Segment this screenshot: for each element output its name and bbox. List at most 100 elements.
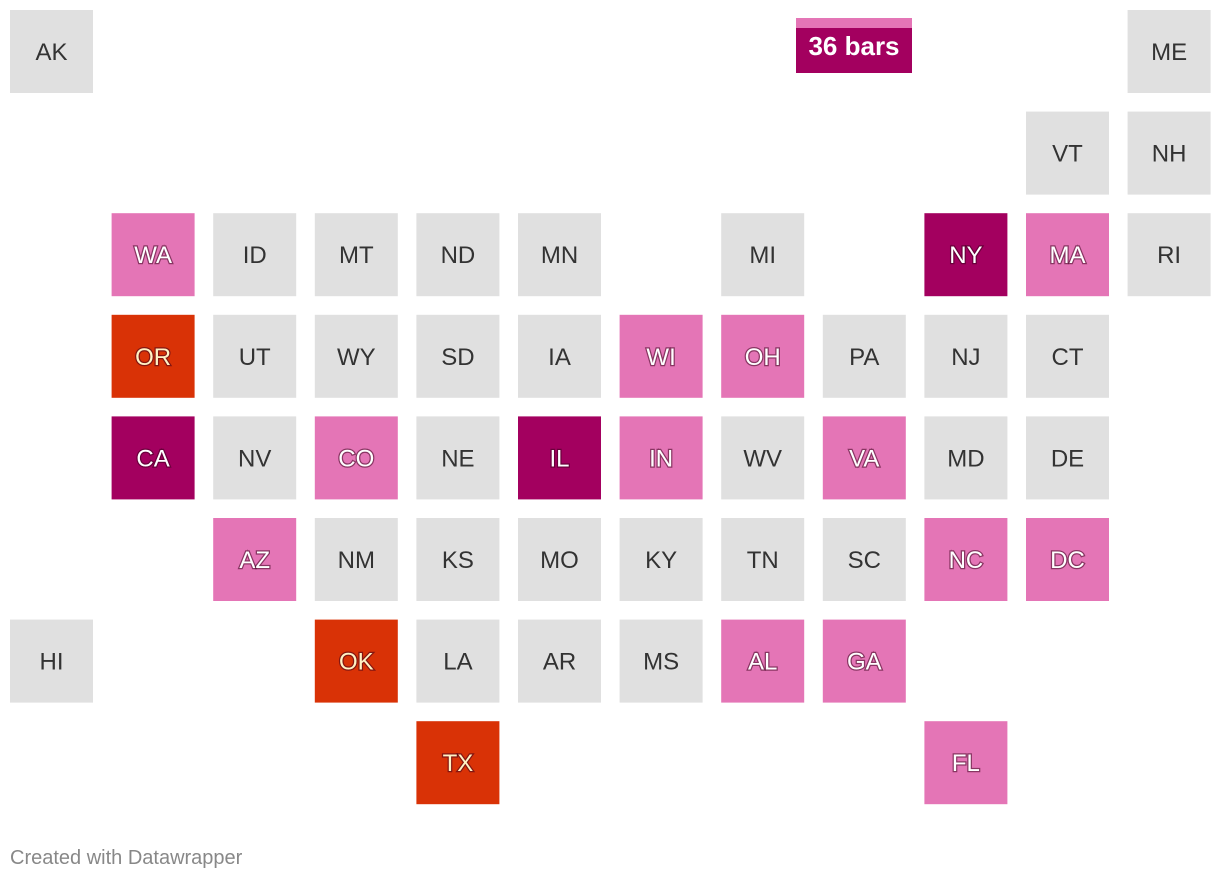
state-label: CO — [338, 445, 374, 472]
state-label: UT — [239, 344, 271, 371]
state-label: SC — [848, 547, 881, 574]
state-tile — [1026, 314, 1109, 398]
state-tile — [924, 721, 1008, 805]
state-label: DC — [1050, 547, 1085, 574]
state-tile — [213, 518, 297, 601]
state-tile — [822, 619, 906, 703]
state-label: ID — [243, 242, 267, 269]
state-tile — [1127, 10, 1211, 93]
state-tile — [213, 213, 297, 297]
state-tile — [314, 213, 398, 297]
state-tile — [822, 416, 906, 500]
state-tile — [518, 416, 601, 500]
state-label: IA — [548, 344, 571, 371]
state-tile — [1127, 213, 1211, 297]
state-tile — [1026, 416, 1109, 500]
state-label: PA — [849, 344, 879, 371]
state-label: VA — [849, 445, 879, 472]
state-tile — [619, 416, 703, 500]
state-tile — [111, 213, 195, 297]
state-tile — [619, 619, 703, 703]
state-tile — [721, 518, 805, 601]
state-tile — [924, 213, 1008, 297]
state-tile — [822, 314, 906, 398]
state-tile — [416, 416, 500, 500]
state-label: CT — [1052, 344, 1084, 371]
state-tile — [518, 314, 601, 398]
state-label: MS — [643, 649, 679, 676]
state-tile — [619, 314, 703, 398]
state-tile — [619, 518, 703, 601]
legend-stripe — [796, 18, 912, 28]
footer: Created with Datawrapper — [10, 847, 243, 869]
state-label: WA — [134, 242, 172, 269]
state-tile — [416, 518, 500, 601]
state-label: OR — [135, 344, 171, 371]
state-tile — [416, 619, 500, 703]
state-tile — [1026, 518, 1109, 601]
state-label: NM — [338, 547, 375, 574]
state-label: FL — [952, 750, 980, 777]
state-label: IL — [549, 445, 569, 472]
state-tile — [213, 314, 297, 398]
state-label: TN — [747, 547, 779, 574]
state-label: RI — [1157, 242, 1181, 269]
state-label: DE — [1051, 445, 1084, 472]
state-tile — [822, 518, 906, 601]
state-tile — [213, 416, 297, 500]
state-label: KS — [442, 547, 474, 574]
state-label: NV — [238, 445, 271, 472]
state-tile — [1026, 213, 1109, 297]
state-label: AL — [748, 649, 777, 676]
state-tile — [111, 416, 195, 500]
state-label: MN — [541, 242, 578, 269]
state-tile — [1026, 111, 1109, 195]
state-tile — [924, 518, 1008, 601]
state-label: KY — [645, 547, 677, 574]
state-tile — [721, 416, 805, 500]
state-label: ME — [1151, 39, 1187, 66]
legend-box — [796, 28, 912, 63]
state-label: LA — [443, 649, 472, 676]
state-tile — [416, 721, 500, 805]
state-label: OH — [745, 344, 781, 371]
state-tile — [518, 213, 601, 297]
state-tile — [518, 518, 601, 601]
state-tile — [416, 314, 500, 398]
state-tile — [924, 314, 1008, 398]
state-tile — [924, 416, 1008, 500]
state-tile — [314, 619, 398, 703]
state-tile — [111, 314, 195, 398]
state-label: NJ — [951, 344, 980, 371]
state-label: CA — [136, 445, 169, 472]
state-label: ND — [441, 242, 476, 269]
state-label: MA — [1050, 242, 1086, 269]
state-label: HI — [40, 649, 64, 676]
state-label: NH — [1152, 141, 1187, 168]
state-label: MO — [540, 547, 579, 574]
state-tile — [314, 416, 398, 500]
state-label: NC — [949, 547, 984, 574]
state-tile — [721, 213, 805, 297]
state-label: NY — [949, 242, 982, 269]
state-tile — [10, 10, 93, 93]
state-tile — [314, 518, 398, 601]
state-label: MI — [749, 242, 776, 269]
state-tile — [10, 619, 93, 703]
state-label: MD — [947, 445, 984, 472]
state-label: TX — [443, 750, 474, 777]
state-label: AZ — [239, 547, 270, 574]
state-label: WV — [743, 445, 782, 472]
state-label: AK — [35, 39, 67, 66]
state-tile — [314, 314, 398, 398]
state-tile — [1127, 111, 1211, 195]
state-label: GA — [847, 649, 882, 676]
state-label: VT — [1052, 141, 1083, 168]
state-label: AR — [543, 649, 576, 676]
state-label: MT — [339, 242, 374, 269]
state-tile — [518, 619, 601, 703]
state-tile — [416, 213, 500, 297]
state-label: NE — [441, 445, 474, 472]
